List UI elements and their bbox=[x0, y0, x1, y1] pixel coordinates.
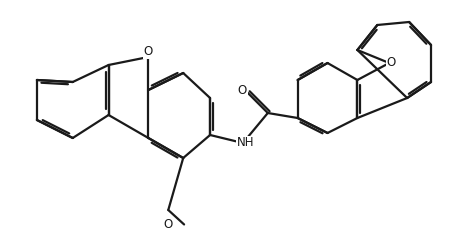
Text: O: O bbox=[144, 45, 153, 58]
Text: NH: NH bbox=[237, 136, 254, 150]
Text: O: O bbox=[238, 84, 247, 97]
Text: O: O bbox=[387, 57, 396, 70]
Text: O: O bbox=[163, 218, 173, 231]
